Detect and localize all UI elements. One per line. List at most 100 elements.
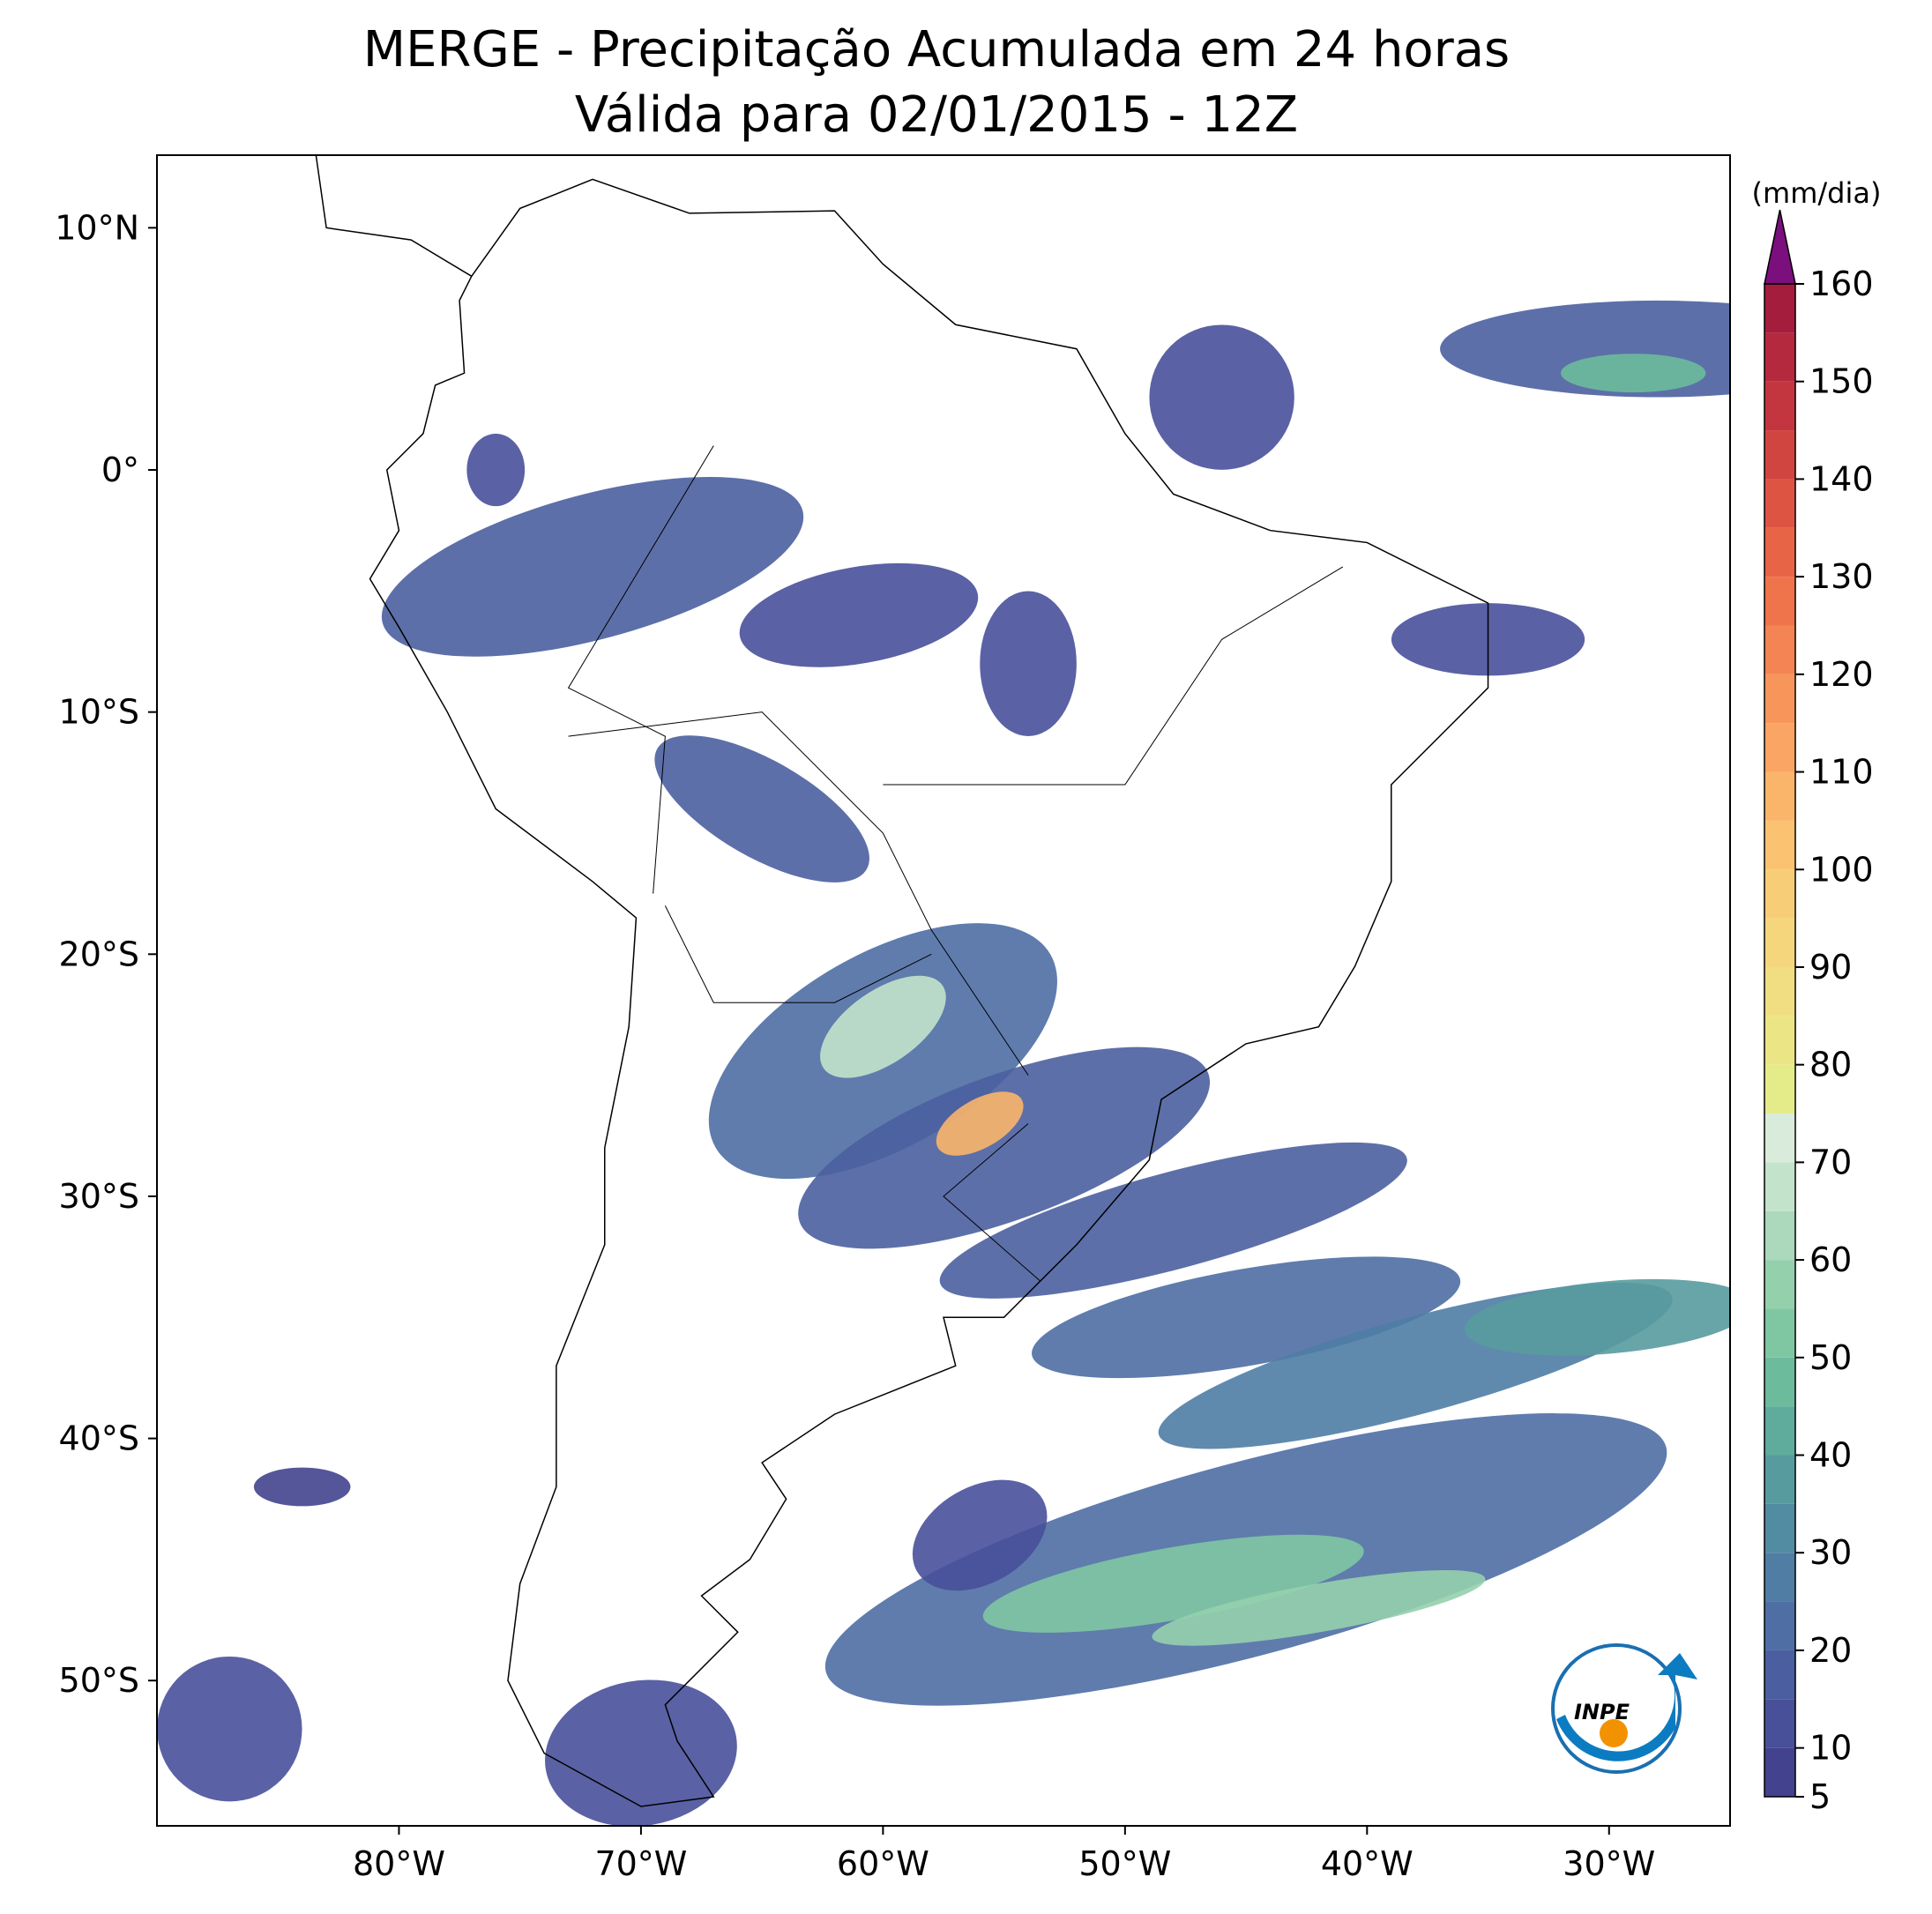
x-tick-label: 50°W (1078, 1844, 1171, 1883)
colorbar-segment (1764, 1747, 1795, 1797)
colorbar-segment (1764, 869, 1795, 919)
colorbar-tick-label: 70 (1809, 1143, 1852, 1181)
colorbar-segment (1764, 1650, 1795, 1700)
border (943, 1123, 1041, 1282)
colorbar-segment (1764, 625, 1795, 674)
colorbar-segment (1764, 674, 1795, 724)
precip-area (1561, 354, 1706, 393)
y-tick-label: 10°N (55, 208, 139, 247)
colorbar-tick-label: 90 (1809, 948, 1852, 987)
x-tick-label: 30°W (1563, 1844, 1655, 1883)
logo-dot (1600, 1719, 1628, 1747)
colorbar-frame (1764, 283, 1796, 1798)
precip-area (253, 1467, 351, 1507)
colorbar-segment (1764, 1064, 1795, 1114)
colorbar-segment (1764, 1503, 1795, 1553)
colorbar-segment (1764, 918, 1795, 967)
precip-area (1149, 324, 1294, 470)
colorbar-tick-label: 10 (1809, 1729, 1852, 1768)
y-tick-label: 50°S (59, 1661, 139, 1700)
colorbar-segment (1764, 577, 1795, 626)
x-tick-label: 40°W (1321, 1844, 1414, 1883)
precip-area (157, 1656, 302, 1802)
colorbar-tick-label: 140 (1809, 459, 1874, 498)
precip-area (466, 433, 526, 507)
colorbar-segment (1764, 1260, 1795, 1309)
colorbar-segment (1764, 1455, 1795, 1504)
colorbar-segment (1764, 1357, 1795, 1407)
colorbar-tick-label: 20 (1809, 1631, 1852, 1670)
colorbar-segment (1764, 284, 1795, 333)
colorbar-segment (1764, 1601, 1795, 1650)
logo: INPE (1551, 1643, 1697, 1774)
colorbar-segment (1764, 1406, 1795, 1456)
precip-area (936, 1091, 1024, 1156)
precip-area (939, 1142, 1407, 1299)
colorbar-segment (1764, 723, 1795, 772)
colorbar-segment (1764, 1210, 1795, 1261)
colorbar-segment (1764, 1113, 1795, 1163)
logo-ring (1551, 1643, 1682, 1774)
colorbar-segment (1764, 966, 1795, 1017)
colorbar-segment (1764, 1699, 1795, 1748)
precip-area (1152, 1569, 1486, 1646)
coastline (315, 155, 1489, 1807)
colorbar-tick-label: 5 (1809, 1777, 1831, 1816)
y-tick-label: 0° (101, 451, 139, 489)
colorbar-segment (1764, 430, 1795, 480)
colorbar-segment (1764, 527, 1795, 577)
precip-area (1032, 1256, 1461, 1379)
precip-area (798, 1046, 1211, 1249)
logo-text: INPE (1574, 1700, 1630, 1724)
x-tick-label: 80°W (353, 1844, 445, 1883)
logo-swoosh (1556, 1653, 1697, 1761)
title: MERGE - Precipitação Acumulada em 24 hor… (363, 21, 1510, 78)
precip-area (912, 1479, 1048, 1591)
precip-area (545, 1679, 737, 1826)
precip-area (820, 975, 946, 1078)
colorbar-tick-label: 50 (1809, 1338, 1852, 1377)
colorbar-label: (mm/dia) (1752, 176, 1882, 210)
colorbar-tick-label: 130 (1809, 557, 1874, 596)
precip-area (739, 562, 979, 667)
colorbar-segment (1764, 820, 1795, 870)
colorbar-tick-label: 100 (1809, 850, 1874, 889)
colorbar-segment (1764, 771, 1795, 821)
border (883, 566, 1344, 786)
colorbar-segment (1764, 1308, 1795, 1358)
precip-area (381, 477, 804, 657)
border (568, 711, 1029, 1076)
x-tick-label: 60°W (837, 1844, 929, 1883)
y-tick-label: 40°S (59, 1419, 139, 1458)
precip-area (654, 735, 869, 883)
map-frame (156, 154, 1731, 1827)
colorbar-tick-label: 150 (1809, 362, 1874, 401)
colorbar-segment (1764, 1553, 1795, 1602)
map-area (157, 155, 1730, 1826)
colorbar-tick-label: 30 (1809, 1533, 1852, 1572)
y-tick-label: 20°S (59, 935, 139, 973)
colorbar-tick-label: 160 (1809, 264, 1874, 303)
colorbar-tick-label: 80 (1809, 1046, 1852, 1084)
colorbar-segment (1764, 1162, 1795, 1211)
precip-area (980, 591, 1077, 736)
colorbar-tick-label: 110 (1809, 753, 1874, 792)
y-tick-label: 10°S (59, 693, 139, 732)
colorbar-segment (1764, 332, 1795, 382)
colorbar-tick-label: 120 (1809, 655, 1874, 694)
precip-area (982, 1534, 1364, 1633)
colorbar-tick-label: 40 (1809, 1436, 1852, 1475)
border (567, 445, 714, 894)
y-tick-label: 30°S (59, 1177, 139, 1216)
colorbar-tick-label: 60 (1809, 1240, 1852, 1279)
colorbar-segment (1764, 479, 1795, 528)
precip-area (1464, 1278, 1730, 1356)
border (664, 905, 932, 1003)
colorbar-segment (1764, 1016, 1795, 1065)
colorbar-segment (1764, 381, 1795, 431)
colorbar-extend (1764, 209, 1796, 285)
subtitle: Válida para 02/01/2015 - 12Z (575, 86, 1298, 144)
x-tick-label: 70°W (594, 1844, 687, 1883)
